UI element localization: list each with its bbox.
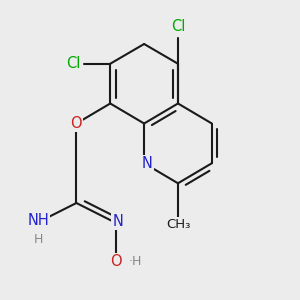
Text: NH: NH <box>27 213 49 228</box>
Text: H: H <box>33 233 43 246</box>
Text: N: N <box>112 214 123 229</box>
Text: ·H: ·H <box>129 255 142 268</box>
Text: Cl: Cl <box>171 20 185 34</box>
Text: CH₃: CH₃ <box>166 218 190 231</box>
Text: Cl: Cl <box>66 56 81 71</box>
Text: O: O <box>70 116 82 131</box>
Text: N: N <box>142 156 152 171</box>
Text: O: O <box>110 254 122 269</box>
